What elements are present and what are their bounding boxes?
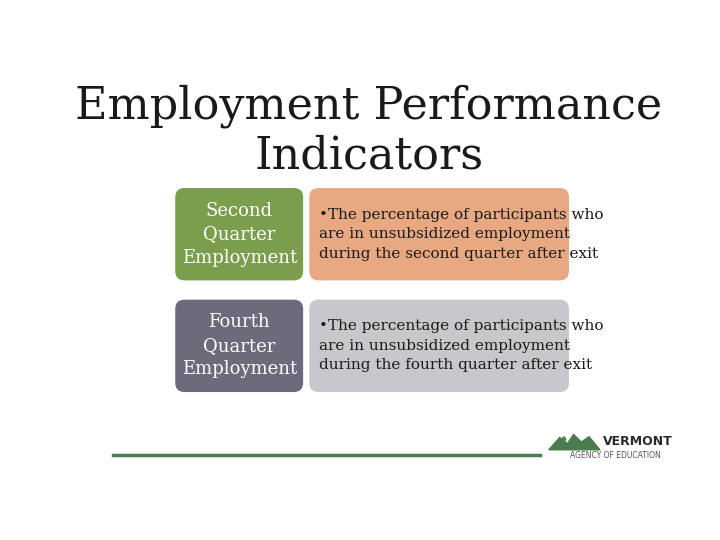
Text: •The percentage of participants who
are in unsubsidized employment
during the fo: •The percentage of participants who are … bbox=[319, 319, 603, 373]
Polygon shape bbox=[561, 437, 566, 441]
Text: •The percentage of participants who
are in unsubsidized employment
during the se: •The percentage of participants who are … bbox=[319, 208, 603, 261]
Text: AGENCY OF EDUCATION: AGENCY OF EDUCATION bbox=[570, 451, 661, 460]
FancyBboxPatch shape bbox=[310, 188, 569, 280]
Text: Employment Performance
Indicators: Employment Performance Indicators bbox=[76, 84, 662, 178]
FancyBboxPatch shape bbox=[310, 300, 569, 392]
Text: Fourth
Quarter
Employment: Fourth Quarter Employment bbox=[181, 313, 297, 379]
Polygon shape bbox=[549, 434, 600, 450]
Text: VERMONT: VERMONT bbox=[603, 435, 672, 448]
FancyBboxPatch shape bbox=[175, 188, 303, 280]
Text: Second
Quarter
Employment: Second Quarter Employment bbox=[181, 201, 297, 267]
FancyBboxPatch shape bbox=[175, 300, 303, 392]
